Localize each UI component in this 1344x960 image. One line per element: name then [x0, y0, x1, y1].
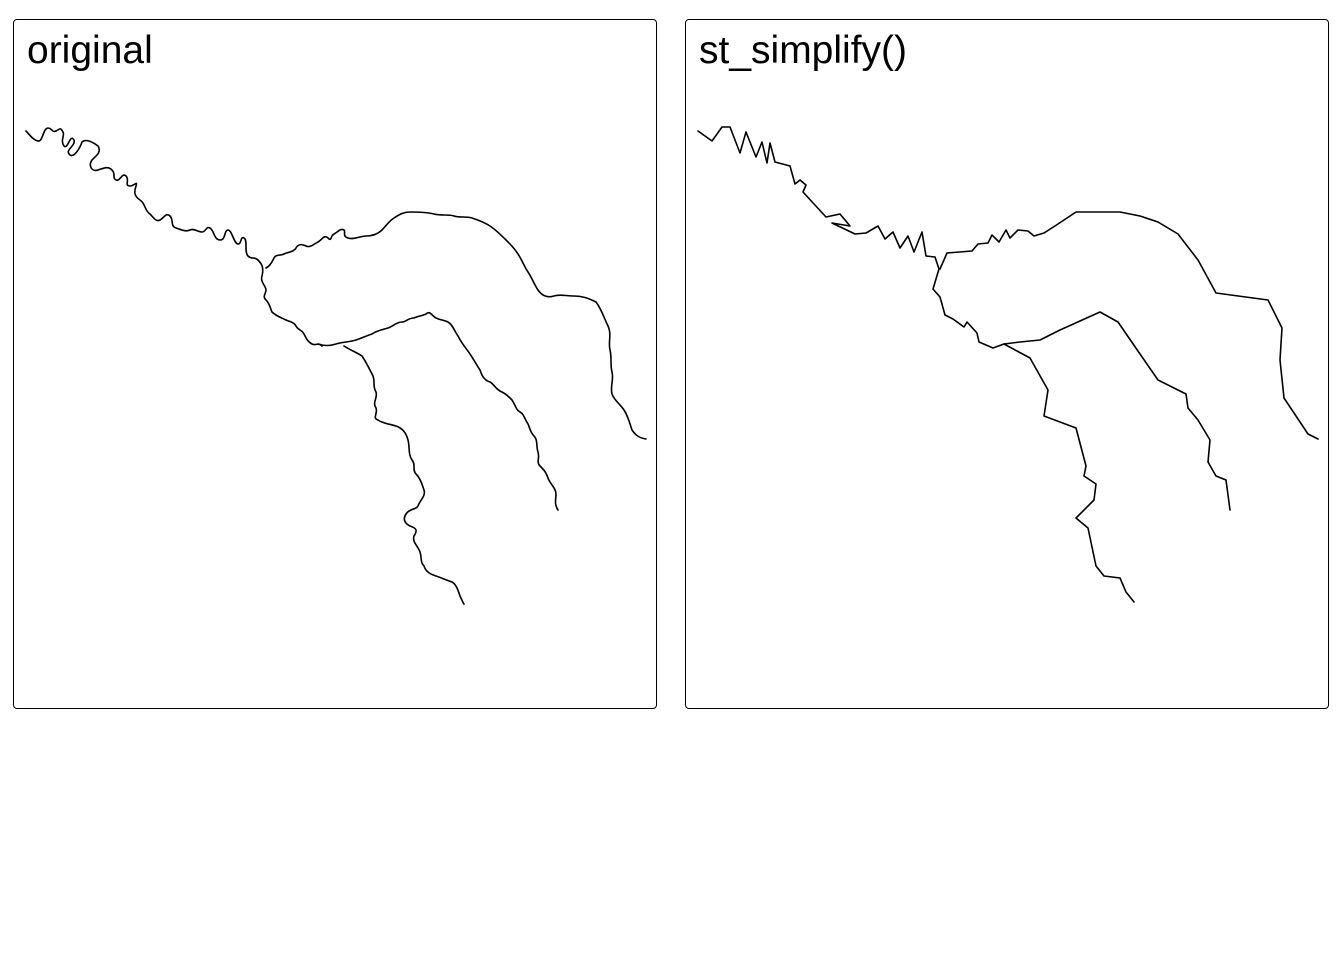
river-southern-branch-original	[343, 345, 465, 605]
map-panel-simplified: st_simplify()	[685, 19, 1329, 709]
river-main-stem-simplified	[697, 126, 1005, 349]
river-network-original	[25, 127, 647, 605]
panel-title-original: original	[27, 29, 153, 72]
river-east-branch-original	[265, 211, 647, 440]
river-middle-branch-simplified	[1003, 311, 1231, 511]
river-southern-branch-simplified	[1003, 343, 1135, 603]
map-panel-original: original	[13, 19, 657, 709]
panel-title-simplified: st_simplify()	[699, 29, 908, 72]
river-main-stem-original	[25, 127, 323, 347]
river-network-simplified	[697, 126, 1319, 603]
river-east-branch-simplified	[939, 211, 1319, 440]
river-middle-branch-original	[317, 311, 559, 511]
